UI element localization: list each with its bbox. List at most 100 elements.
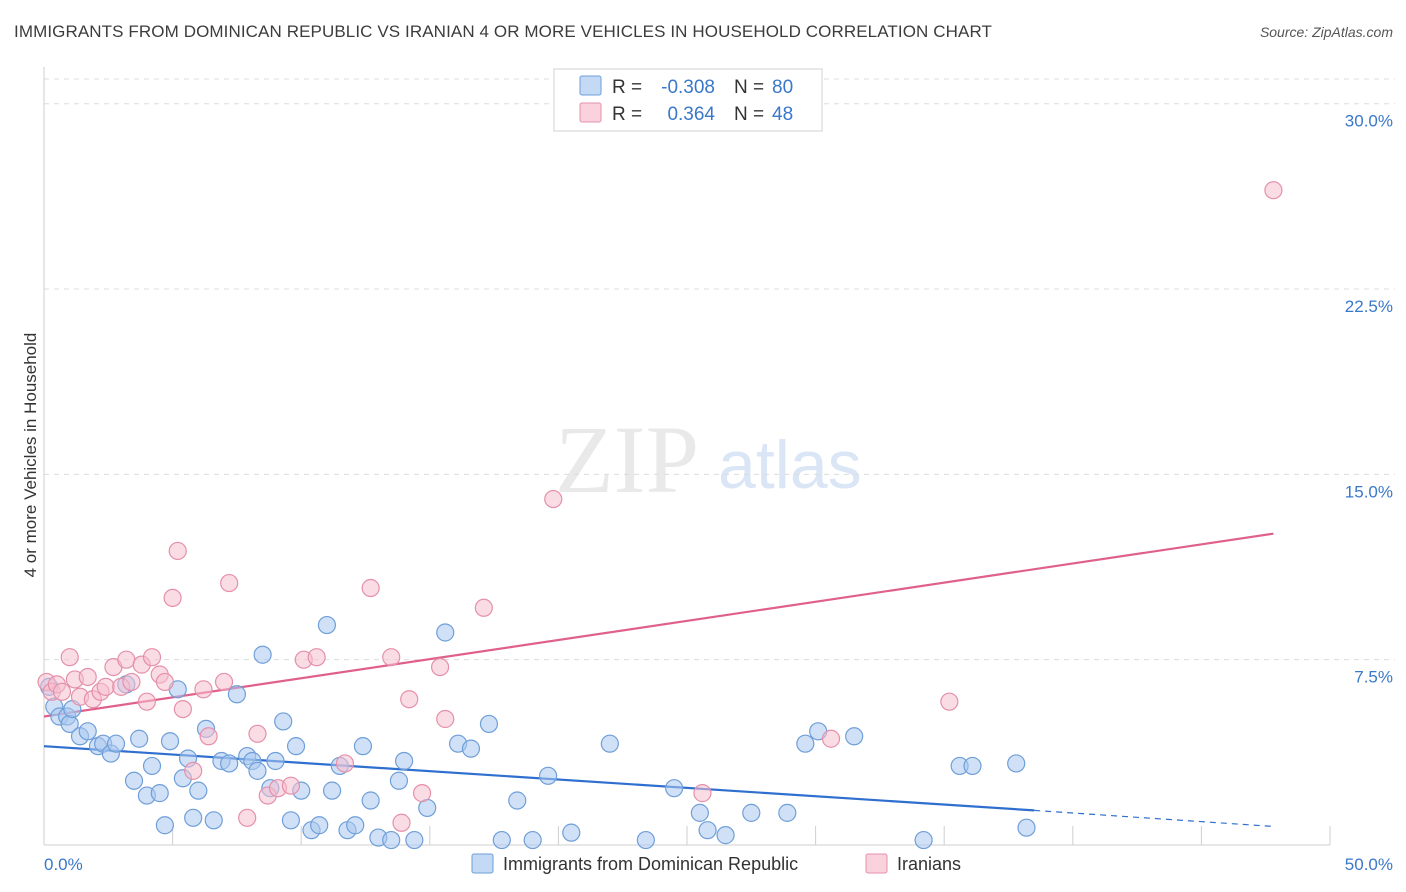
blue-data-point [690,803,709,822]
blue-data-point [436,623,455,642]
pink-data-point [214,672,234,692]
source-label: Source: ZipAtlas.com [1259,24,1393,40]
legend-n-value-1: 80 [772,77,793,98]
series-legend-label-2: Iranians [897,854,961,874]
blue-data-point [389,771,409,790]
blue-data-point [1017,818,1036,837]
pink-data-point [137,692,156,711]
blue-data-point [845,727,864,746]
blue-data-point [636,830,655,850]
legend-r-value-1: -0.308 [661,77,715,98]
blue-data-point [130,729,149,748]
blue-data-point [310,816,329,835]
y-tick-label: 30.0% [1345,112,1393,131]
blue-data-point [963,756,982,776]
blue-data-point [106,734,126,753]
legend-n-label-1: N = [734,77,764,98]
y-axis-label: 4 or more Vehicles in Household [21,333,40,578]
pink-data-point [821,729,841,748]
blue-data-point [253,645,272,664]
pink-data-point [940,692,959,711]
pink-trend-line [43,532,1274,718]
blue-data-point [184,808,203,827]
blue-trend-extension [1034,809,1274,828]
pink-data-point [412,784,432,803]
blue-data-point [382,830,401,850]
y-tick-label: 7.5% [1354,668,1393,687]
pink-data-point [361,578,380,598]
blue-data-point [665,779,684,798]
pink-data-point [307,648,326,667]
blue-data-point [361,791,380,810]
legend-r-label-1: R = [612,77,642,98]
blue-data-point [778,803,797,822]
series-legend-label-1: Immigrants from Dominican Republic [503,854,798,874]
blue-trend-line [43,745,1035,812]
blue-data-point [155,816,174,835]
blue-data-point [523,830,542,850]
pink-data-point [117,650,136,669]
blue-data-point [716,826,735,845]
axes: 7.5% 15.0% 22.5% 30.0% 0.0% 50.0% [43,67,1393,874]
pink-data-point [436,709,455,729]
pink-data-point [52,682,72,701]
blue-data-point [142,756,162,776]
blue-data-point [189,781,208,800]
blue-data-point [317,615,337,635]
pink-data-point [96,677,115,696]
blue-data-point [1007,754,1026,773]
y-tick-label: 15.0% [1345,482,1393,501]
pink-data-point [220,573,239,593]
blue-data-point [461,739,481,758]
y-tick-label: 22.5% [1345,297,1393,316]
pink-data-point [474,598,493,617]
correlation-legend: R = -0.308 N = 80 R = 0.364 N = 48 [553,68,823,132]
watermark-atlas: atlas [718,427,862,503]
legend-swatch-blue [579,75,602,96]
pink-data-point [60,648,79,667]
blue-data-point [742,803,761,822]
pink-data-point [248,724,267,743]
blue-data-point [562,823,581,842]
pink-data-point [281,776,301,795]
series-legend: Immigrants from Dominican Republic Irani… [471,853,961,874]
blue-data-point [220,754,239,773]
blue-data-point [248,761,267,780]
series-legend-swatch-blue [471,853,494,874]
pink-data-point [199,727,218,746]
pink-data-point [173,699,192,719]
pink-data-point [155,672,174,692]
chart-title: IMMIGRANTS FROM DOMINICAN REPUBLIC VS IR… [14,22,992,41]
x-tick-label-max: 50.0% [1345,855,1393,874]
trend-lines [43,532,1274,828]
blue-data-point [150,784,169,803]
pink-data-point [194,680,213,699]
pink-data-point [544,489,563,509]
blue-data-point [508,791,527,810]
pink-data-point [430,657,450,677]
blue-data-point [698,821,717,840]
pink-data-point [163,588,182,608]
blue-data-point [322,781,342,800]
pink-data-point [168,541,187,561]
pink-data-point [1264,181,1283,200]
blue-data-point [539,766,558,785]
legend-n-value-2: 48 [772,104,793,125]
blue-data-point [281,811,301,830]
blue-data-point [124,771,144,790]
pink-data-point [382,648,401,667]
pink-data-point [78,667,97,687]
pink-data-point [400,690,419,709]
blue-data-point [796,734,815,753]
watermark-zip: ZIP [555,406,699,513]
blue-data-point [274,712,293,731]
blue-data-point [492,830,511,850]
blue-data-point [266,751,285,771]
series-legend-swatch-pink [865,853,888,874]
blue-data-point [286,737,306,756]
x-tick-label-min: 0.0% [44,855,83,874]
pink-data-point [184,761,203,780]
blue-data-point [914,830,933,850]
blue-data-point [346,816,365,835]
